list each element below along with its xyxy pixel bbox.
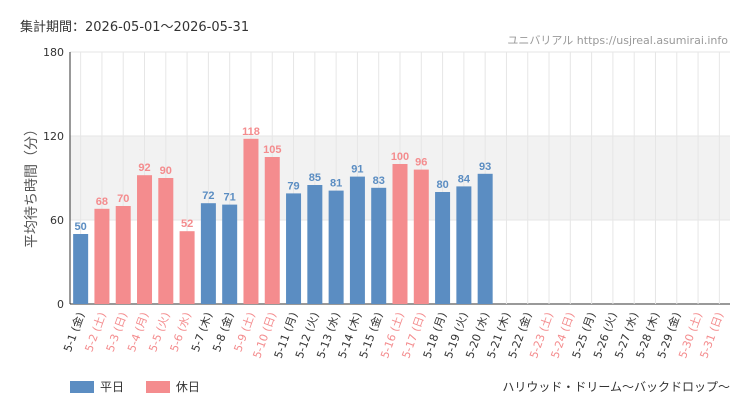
bar: [435, 192, 451, 304]
bar: [115, 206, 131, 304]
legend-weekday[interactable]: 平日: [70, 378, 124, 395]
bar-value-label: 105: [263, 144, 281, 156]
bar: [371, 187, 387, 304]
y-tick-label: 60: [50, 214, 64, 227]
bar-value-label: 71: [224, 192, 236, 204]
bar: [179, 231, 195, 304]
y-tick-label: 180: [43, 46, 64, 59]
bar: [413, 169, 429, 304]
bar-value-label: 92: [138, 162, 150, 174]
bar: [307, 185, 323, 304]
bar: [158, 178, 174, 304]
bar-value-label: 91: [351, 164, 363, 176]
y-tick-label: 120: [43, 130, 64, 143]
legend-holiday-label: 休日: [175, 380, 200, 394]
bar-value-label: 96: [415, 157, 427, 169]
bar-value-label: 52: [181, 218, 193, 230]
bar: [200, 203, 216, 304]
bar: [328, 190, 344, 304]
legend-weekday-label: 平日: [100, 380, 125, 394]
attraction-name: ハリウッド・ドリーム～バックドロップ～: [502, 380, 730, 394]
bar-value-label: 81: [330, 178, 342, 190]
period-label: 集計期間：2026-05-01～2026-05-31: [20, 20, 250, 35]
bar: [243, 138, 259, 304]
bar: [137, 175, 153, 304]
bar-value-label: 80: [436, 179, 448, 191]
bar-value-label: 70: [117, 193, 129, 205]
bar: [94, 208, 110, 304]
source-label: ユニバリアル https://usjreal.asumirai.info: [507, 34, 728, 47]
bar: [349, 176, 365, 304]
bar-value-label: 50: [75, 221, 87, 233]
bar: [222, 204, 238, 304]
bar: [477, 173, 493, 304]
legend: 平日 休日: [70, 378, 218, 396]
bar: [264, 157, 280, 304]
bar-value-label: 90: [160, 165, 172, 177]
bar-value-label: 68: [96, 196, 108, 208]
bar-value-label: 83: [373, 175, 385, 187]
bar-value-label: 79: [287, 180, 299, 192]
bar-value-label: 100: [391, 151, 409, 163]
legend-holiday[interactable]: 休日: [145, 378, 200, 395]
bar: [456, 186, 472, 304]
bar: [286, 193, 302, 304]
bar-value-label: 93: [479, 161, 491, 173]
bar: [73, 234, 89, 304]
bar: [392, 164, 408, 304]
bar-value-label: 84: [458, 173, 471, 185]
y-axis-label: 平均待ち時間（分）: [24, 122, 40, 248]
legend-holiday-swatch: [145, 380, 170, 393]
bar-value-label: 85: [309, 172, 321, 184]
bar-value-label: 118: [242, 126, 260, 138]
legend-weekday-swatch: [70, 380, 94, 393]
y-tick-label: 0: [57, 298, 64, 311]
bar-value-label: 72: [202, 190, 214, 202]
